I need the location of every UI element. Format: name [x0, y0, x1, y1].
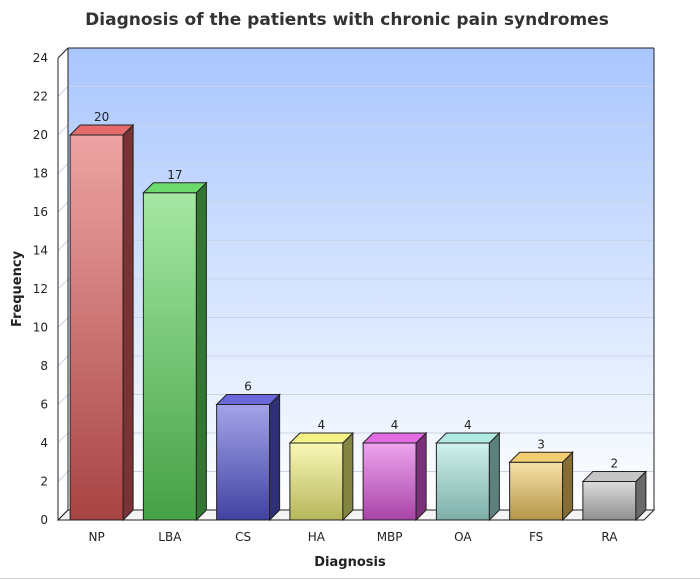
bottom-border [0, 578, 700, 579]
chart-title: Diagnosis of the patients with chronic p… [85, 10, 609, 30]
y-tick-label: 24 [33, 51, 48, 65]
y-tick-label: 2 [40, 475, 48, 489]
y-tick-label: 14 [33, 244, 48, 258]
data-label: 4 [464, 418, 472, 432]
data-label: 20 [94, 110, 109, 124]
x-tick-label: MBP [377, 530, 403, 544]
y-tick-label: 18 [33, 167, 48, 181]
y-tick-label: 6 [40, 398, 48, 412]
data-label: 6 [244, 380, 252, 394]
y-tick-label: 12 [33, 282, 48, 296]
bar-ra [581, 470, 648, 522]
axis-line [57, 47, 69, 59]
bar-np [68, 123, 135, 522]
y-tick-label: 16 [33, 205, 48, 219]
x-tick-label: HA [308, 530, 326, 544]
y-tick-label: 10 [33, 321, 48, 335]
bars [68, 123, 648, 522]
x-tick-label: RA [601, 530, 618, 544]
x-tick-label: LBA [158, 530, 182, 544]
y-tick-label: 22 [33, 90, 48, 104]
y-tick-label: 0 [40, 513, 48, 527]
y-tick-label: 8 [40, 359, 48, 373]
bar-cs [215, 393, 281, 522]
data-labels: 20 17 6 4 4 4 3 2 [94, 110, 618, 471]
y-tick-label: 4 [40, 436, 48, 450]
bar-lba [142, 181, 208, 522]
x-axis-title: Diagnosis [314, 555, 386, 570]
x-tick-label: OA [454, 530, 472, 544]
data-label: 17 [167, 168, 182, 182]
bar-ha [288, 431, 355, 522]
data-label: 4 [391, 418, 399, 432]
x-axis-categories: NP LBA CS HA MBP OA FS RA [89, 530, 619, 544]
x-tick-label: CS [235, 530, 251, 544]
x-tick-label: NP [89, 530, 105, 544]
bar-fs [508, 451, 574, 522]
data-label: 4 [318, 418, 326, 432]
x-tick-label: FS [529, 530, 543, 544]
y-axis-title: Frequency [10, 250, 25, 327]
data-label: 3 [537, 437, 545, 451]
data-label: 2 [611, 457, 619, 471]
bar-mbp [361, 431, 428, 522]
y-tick-label: 20 [33, 128, 48, 142]
axes [57, 47, 655, 520]
bar-oa [435, 431, 501, 522]
